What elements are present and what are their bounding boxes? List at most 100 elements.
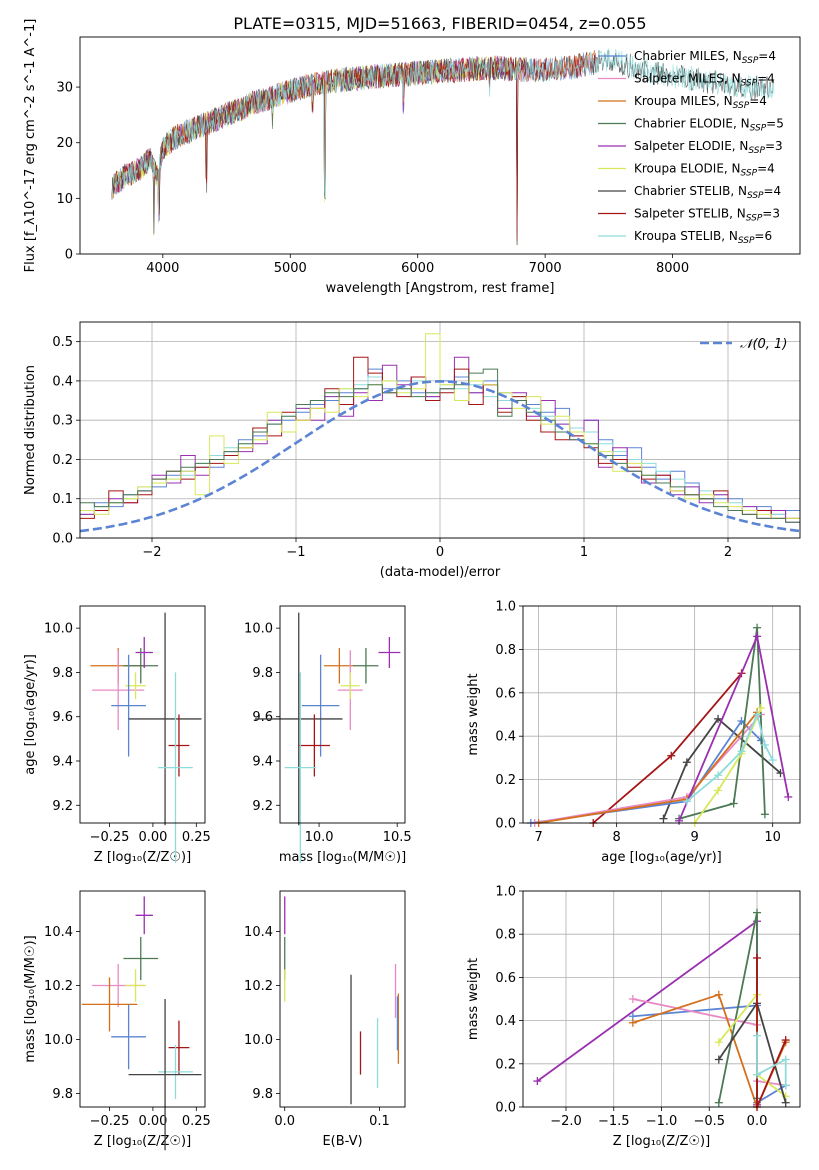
legend-entry-count: =4	[757, 72, 775, 86]
y-tick-label: 0.2	[495, 1057, 516, 1072]
y-axis-label: mass [log₁₀(M/M☉)]	[23, 935, 38, 1062]
legend-entry-name: Salpeter STELIB, N	[634, 207, 746, 221]
legend-entry-name: Salpeter ELODIE, N	[634, 139, 748, 153]
x-tick-label: 9	[691, 830, 699, 845]
y-tick-label: 0.2	[495, 773, 516, 788]
legend-entry-name: Chabrier STELIB, N	[634, 184, 747, 198]
legend-entry: Chabrier MILES, NSSP=4	[634, 49, 776, 66]
x-axis-label: Z [log₁₀(Z/Z☉)]	[94, 850, 191, 865]
legend-entry-count: =5	[766, 117, 784, 131]
legend-entry: Chabrier ELODIE, NSSP=5	[634, 117, 784, 134]
y-tick-label: 9.6	[52, 710, 73, 725]
legend-entry: Salpeter ELODIE, NSSP=3	[634, 139, 783, 156]
y-tick-label: 0.4	[52, 374, 73, 389]
y-tick-label: 1.0	[495, 600, 516, 615]
axes-frame	[522, 605, 801, 824]
legend-entry-sub: SSP	[738, 236, 755, 246]
y-tick-label: 0.1	[52, 492, 73, 507]
y-tick-label: 9.4	[52, 755, 73, 770]
mass-weight-vs-age-panel: 7 8 9 10 0.0 0.2 0.4 0.6 0.8 1.0 age [log₁₀(age/yr…	[466, 600, 801, 865]
x-axis-label: Z [log₁₀(Z/Z☉)]	[94, 1134, 191, 1149]
legend-entry-name: Chabrier ELODIE, N	[634, 117, 750, 131]
legend-entry-sub: SSP	[741, 79, 758, 89]
legend-entry-sub: SSP	[750, 124, 767, 134]
x-tick-label: −1.5	[598, 1114, 630, 1129]
x-tick-label: 8	[612, 830, 620, 845]
legend-entry-name: Kroupa MILES, N	[634, 94, 733, 108]
spectrum-line	[111, 48, 775, 223]
y-tick-label: 0.2	[52, 453, 73, 468]
y-tick-label: 0.4	[495, 1014, 516, 1029]
mass-weight-line	[693, 707, 762, 824]
y-tick-label: 0.8	[495, 643, 516, 658]
legend-entry-sub: SSP	[741, 169, 758, 179]
legend-entry-count: =4	[758, 49, 776, 63]
x-tick-label: 4000	[146, 261, 179, 276]
y-tick-label: 1.0	[495, 885, 516, 900]
legend-entry-name: Kroupa ELODIE, N	[634, 162, 741, 176]
legend-entry-name: Kroupa STELIB, N	[634, 229, 738, 243]
x-tick-label: 2	[724, 545, 732, 560]
y-axis-label: mass weight	[466, 958, 481, 1040]
x-tick-label: 0.00	[138, 830, 167, 845]
legend-entry: Salpeter STELIB, NSSP=3	[634, 207, 780, 224]
y-tick-label: 0.3	[52, 414, 73, 429]
legend-entry-sub: SSP	[733, 101, 750, 111]
mass-vs-Z-panel: −0.25 0.00 0.25 9.8 10.0 10.2 10.4 Z [log₁₀(Z/Z…	[23, 890, 211, 1151]
y-tick-label: 10.2	[44, 979, 73, 994]
y-axis-label: age [log₁₀(age/yr)]	[23, 654, 38, 775]
x-tick-label: 7	[534, 830, 542, 845]
y-axis-label: Normed distribution	[23, 365, 38, 495]
x-tick-label: 0.25	[182, 830, 211, 845]
legend-entry: 𝒩(0, 1)	[740, 337, 787, 352]
y-tick-label: 10.4	[244, 925, 273, 940]
legend-entry-sub: SSP	[746, 214, 763, 224]
legend-entry-count: =4	[764, 184, 782, 198]
y-tick-label: 0.5	[52, 335, 73, 350]
histograms	[80, 333, 800, 533]
x-axis-label: (data-model)/error	[380, 565, 501, 580]
x-tick-label: 8000	[656, 261, 689, 276]
axes-frame	[79, 890, 206, 1108]
age-vs-Z-panel: −0.25 0.00 0.25 9.2 9.4 9.6 9.8 10.0 Z [log₁₀(Z/…	[23, 605, 211, 865]
y-tick-label: 20	[56, 136, 73, 151]
legend-entry-sub: SSP	[747, 191, 764, 201]
x-tick-label: 7000	[529, 261, 562, 276]
legend-entry: Kroupa MILES, NSSP=4	[634, 94, 767, 111]
x-tick-label: 1	[580, 545, 588, 560]
y-tick-label: 10.0	[244, 622, 273, 637]
legend-entry-count: =4	[757, 162, 775, 176]
x-tick-label: 0.1	[369, 1114, 390, 1129]
y-tick-label: 0.4	[495, 730, 516, 745]
mass-weight-line	[756, 1035, 787, 1086]
legend-entry-sub: SSP	[742, 56, 759, 66]
x-tick-label: 10.0	[305, 830, 334, 845]
normal-curve	[80, 379, 800, 533]
y-tick-label: 0.8	[495, 928, 516, 943]
x-tick-label: −2.0	[550, 1114, 582, 1129]
legend-entry-count: =6	[754, 229, 772, 243]
residuals-panel: −2 −1 0 1 2 0.0 0.1 0.2 0.3 0.4 0.5 (data-model)/er…	[23, 321, 801, 580]
y-tick-label: 0.0	[495, 1101, 516, 1116]
histogram-step	[80, 376, 800, 519]
legend-entry-count: =3	[765, 139, 783, 153]
x-tick-label: −0.5	[693, 1114, 725, 1129]
x-axis-label: age [log₁₀(age/yr)]	[601, 850, 722, 865]
mass-weight-line	[678, 627, 766, 820]
axes-frame	[79, 605, 206, 824]
mass-weight-line	[662, 717, 782, 820]
x-tick-label: −1	[286, 545, 305, 560]
y-tick-label: 10.2	[244, 979, 273, 994]
y-axis-label: Flux [f_λ10^-17 erg cm^-2 s^-1 A^-1]	[23, 19, 38, 273]
axes-frame	[79, 36, 801, 255]
y-tick-label: 0.6	[495, 686, 516, 701]
histogram-step	[80, 368, 800, 523]
axes-frame	[279, 890, 406, 1108]
legend-entry-count: =3	[762, 207, 780, 221]
y-tick-label: 10.4	[44, 925, 73, 940]
histogram-step	[80, 333, 800, 523]
x-tick-label: −2	[142, 545, 161, 560]
y-tick-label: 9.8	[52, 1087, 73, 1102]
x-tick-label: 6000	[401, 261, 434, 276]
